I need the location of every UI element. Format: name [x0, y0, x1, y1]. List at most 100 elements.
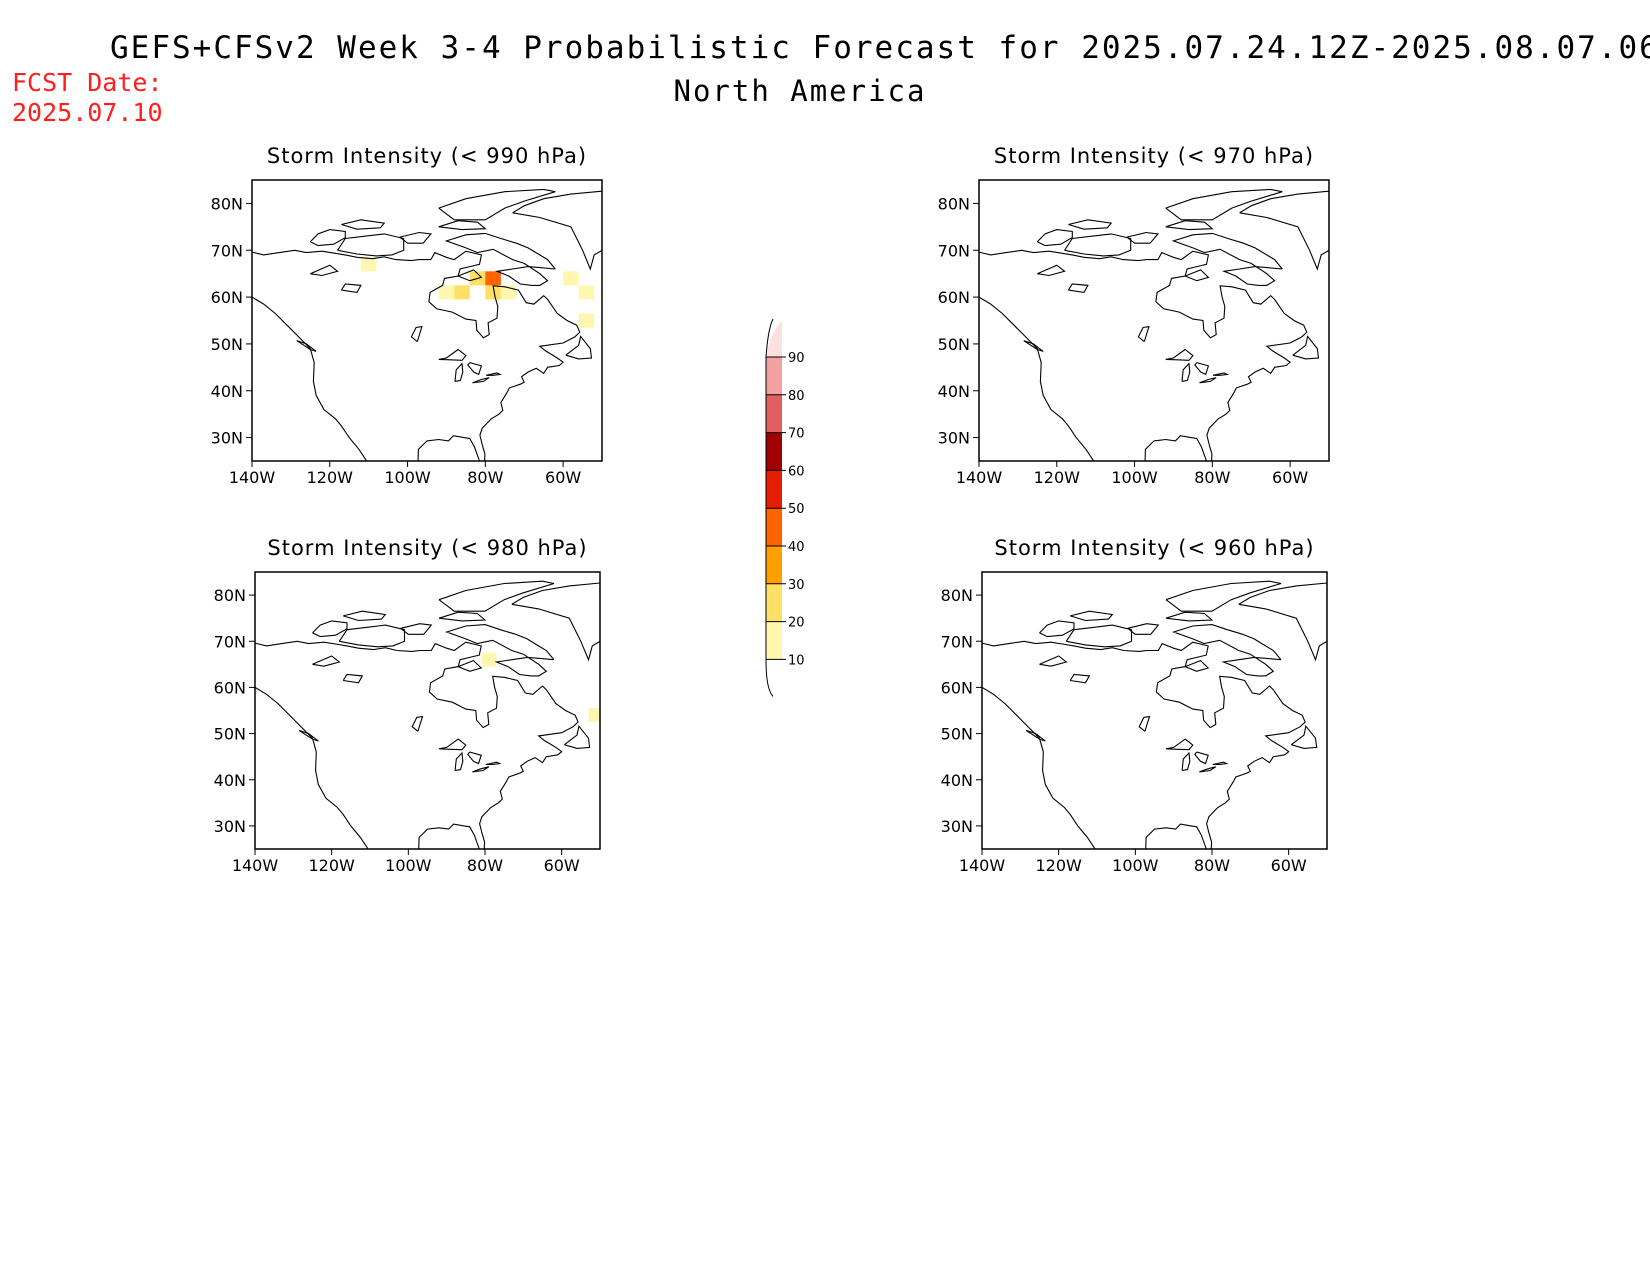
coastline	[472, 766, 490, 773]
coastline	[1165, 220, 1214, 231]
colorbar-segment	[766, 470, 782, 509]
coastline	[1181, 751, 1191, 772]
coastline	[411, 715, 424, 732]
coastline	[1292, 335, 1320, 360]
coastline	[1171, 624, 1282, 677]
y-tick-label: 70N	[938, 241, 970, 260]
y-tick-label: 60N	[211, 288, 243, 307]
coastline	[399, 231, 432, 244]
x-tick-label: 60W	[544, 856, 580, 875]
coastline	[438, 220, 487, 231]
y-tick-label: 80N	[938, 194, 970, 213]
y-tick-label: 30N	[941, 817, 973, 836]
y-tick-label: 60N	[941, 678, 973, 697]
coastline	[1165, 611, 1214, 622]
coastline	[1290, 724, 1318, 749]
map-area	[252, 186, 602, 461]
y-tick-label: 50N	[214, 725, 246, 744]
coastline	[1212, 761, 1229, 766]
coastline	[1137, 325, 1150, 343]
y-tick-label: 50N	[211, 335, 243, 354]
coastline	[1184, 659, 1210, 672]
probability-cell	[360, 257, 377, 272]
probability-cell	[485, 285, 501, 300]
x-tick-label: 140W	[956, 468, 1003, 487]
panel-title: Storm Intensity (< 970 hPa)	[994, 144, 1314, 168]
coastline	[1212, 372, 1230, 376]
probability-cell	[454, 285, 470, 300]
coastline	[1127, 623, 1160, 635]
coastline	[1165, 580, 1282, 612]
coastline	[1138, 715, 1151, 732]
coastline	[1184, 269, 1210, 282]
y-tick-label: 70N	[941, 632, 973, 651]
colorbar-upper-tip	[766, 321, 782, 357]
colorbar-segment	[766, 508, 782, 546]
map-panel: Storm Intensity (< 960 hPa) 30N 40N 50N 60N 7…	[941, 536, 1328, 875]
coastline	[1039, 655, 1068, 667]
coastline	[1067, 283, 1089, 293]
coastline	[1126, 231, 1159, 244]
y-tick-label: 40N	[938, 382, 970, 401]
coastline	[1025, 729, 1046, 742]
x-tick-label: 120W	[1034, 468, 1081, 487]
colorbar-segment	[766, 621, 782, 660]
coastline	[1181, 362, 1191, 382]
x-tick-label: 120W	[307, 468, 354, 487]
coastline	[340, 283, 362, 293]
coastline	[467, 751, 482, 765]
coastline	[410, 325, 423, 343]
colorbar-label: 10	[788, 653, 805, 668]
y-tick-label: 80N	[214, 586, 246, 605]
coastline	[982, 640, 1306, 849]
coastline	[438, 348, 467, 361]
x-tick-label: 60W	[1272, 468, 1308, 487]
coastline	[438, 188, 556, 221]
coastline	[337, 233, 405, 257]
map-frame	[981, 571, 1328, 850]
panel-title: Storm Intensity (< 960 hPa)	[994, 536, 1314, 560]
map-panel: Storm Intensity (< 980 hPa) 30N 40N 50N 60N 7…	[214, 536, 601, 875]
map-frame	[978, 179, 1330, 462]
coastline	[564, 724, 591, 749]
probability-cell	[588, 708, 600, 723]
probability-cell	[481, 652, 497, 667]
x-tick-label: 100W	[1111, 468, 1158, 487]
y-tick-label: 60N	[938, 288, 970, 307]
x-tick-label: 80W	[1194, 468, 1230, 487]
coastline	[338, 624, 406, 648]
colorbar-segment	[766, 357, 782, 395]
coastline	[1039, 620, 1075, 638]
coastline	[1036, 229, 1073, 247]
coastline	[438, 580, 555, 612]
x-tick-label: 100W	[384, 468, 431, 487]
coastline	[342, 673, 364, 684]
colorbar-label: 60	[788, 464, 805, 479]
coastline	[1165, 738, 1194, 751]
colorbar-segment	[766, 546, 782, 584]
coastline	[312, 655, 341, 667]
probability-cell	[438, 285, 455, 300]
coastline	[341, 219, 386, 230]
coastline	[1194, 751, 1209, 765]
y-tick-label: 40N	[214, 771, 246, 790]
x-tick-label: 80W	[467, 856, 503, 875]
y-tick-label: 40N	[941, 771, 973, 790]
coastline	[343, 610, 387, 622]
coastline	[310, 264, 339, 277]
fcst-date-value: 2025.07.10	[12, 98, 163, 127]
coastline	[252, 249, 581, 461]
panel-title: Storm Intensity (< 990 hPa)	[267, 144, 587, 168]
coastline	[444, 232, 556, 286]
coastline	[457, 659, 483, 672]
x-tick-label: 60W	[545, 468, 581, 487]
coastline	[512, 186, 602, 271]
x-tick-label: 140W	[959, 856, 1006, 875]
region-subtitle: North America	[673, 74, 927, 108]
map-panel: Storm Intensity (< 970 hPa) 30N 40N 50N 60N 7…	[938, 144, 1330, 487]
x-tick-label: 120W	[308, 856, 355, 875]
colorbar: 10 20 30 40 50 60 70 80 90	[765, 318, 805, 697]
coastline	[1065, 624, 1133, 648]
colorbar-segment	[766, 432, 782, 471]
